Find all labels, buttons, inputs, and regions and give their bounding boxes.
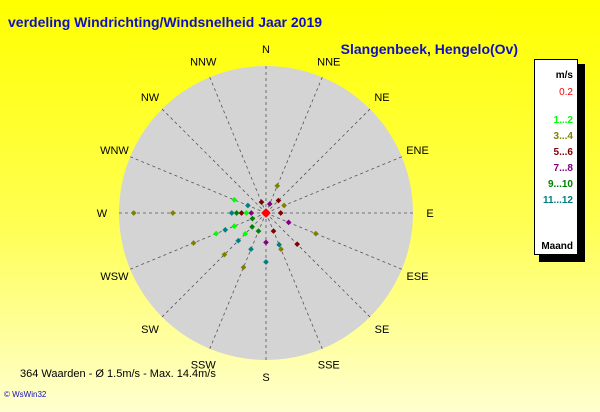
data-point-s6-2 [248,246,254,253]
data-point-s6-4 [235,237,242,244]
data-point-s2-3 [221,251,228,258]
data-point-s1-0 [231,223,238,229]
data-point-s5-3 [255,228,262,234]
legend-item-4: 7...8 [553,163,573,174]
data-point-s4-1 [285,219,292,226]
chart-title: verdeling Windrichting/Windsnelheid Jaar… [8,14,323,30]
data-point-s3-1 [277,210,284,216]
direction-label-wsw: WSW [100,271,129,283]
legend-footer: Maand [541,241,573,252]
software-credit: © WsWin32 [4,390,47,399]
data-point-s2-1 [170,210,176,216]
direction-label-se: SE [375,324,390,336]
direction-label-sw: SW [141,324,159,336]
data-point-s3-0 [294,241,301,248]
data-point-s3-4 [238,210,245,216]
data-point-s1-1 [213,230,220,237]
data-point-s1-2 [231,197,238,203]
data-point-s2-8 [281,202,287,209]
data-point-s2-5 [274,183,281,189]
data-point-s2-0 [130,210,137,216]
direction-label-nne: NNE [317,56,340,68]
data-point-s5-0 [249,224,255,230]
data-point-s0-3 [265,210,271,216]
summary-footer: 364 Waarden - Ø 1.5m/s - Max. 14.4m/s [20,368,216,380]
spoke-nw [161,108,267,214]
direction-label-s: S [262,372,269,384]
data-point-s2-6 [312,230,319,237]
spoke-nnw [209,77,267,214]
spoke-ene [265,156,402,214]
legend-item-0: 0.2 [559,87,573,98]
direction-label-w: W [97,208,108,220]
data-point-s1-3 [242,230,249,237]
data-point-s5-2 [233,210,240,216]
data-point-s2-2 [190,240,197,246]
data-point-s3-3 [275,197,282,204]
spoke-wsw [130,212,267,270]
direction-label-ese: ESE [407,271,429,283]
direction-label-ne: NE [374,92,389,104]
data-points [130,183,319,271]
direction-label-nnw: NNW [190,56,217,68]
direction-label-n: N [262,44,270,56]
legend-unit: m/s [555,70,573,81]
data-point-s5-1 [249,215,256,222]
legend-item-1: 1...2 [553,115,573,126]
direction-label-sse: SSE [318,360,340,372]
data-point-s6-0 [228,210,235,216]
legend-item-2: 3...4 [553,131,573,142]
speed-legend: m/s 0.2 1...2 3...4 5...6 7...8 9...10 1… [534,59,578,255]
spoke-se [265,212,371,318]
spoke-sw [161,212,267,318]
data-point-s2-4 [240,264,247,271]
direction-labels: N NNE NE ENE E ESE SE SSE S SSW SW WSW W WNW NW NNW [97,44,434,384]
data-point-s4-0 [263,239,269,246]
station-name: Slangenbeek, Hengelo(Ov) [340,41,518,57]
data-point-s1-4 [243,210,250,216]
direction-label-wnw: WNW [100,145,129,157]
spoke-wnw [130,156,267,214]
spoke-ne [265,108,371,214]
spoke-sse [265,212,323,349]
data-point-s6-6 [245,202,251,209]
data-point-s2-7 [278,246,284,253]
data-point-s6-1 [222,227,229,233]
data-point-s4-2 [248,210,255,216]
spoke-nne [265,77,323,214]
direction-label-e: E [426,208,433,220]
data-point-s3-5 [270,228,277,234]
legend-item-6: 11...12 [542,195,573,206]
legend-item-3: 5...6 [553,147,573,158]
direction-label-ssw: SSW [191,360,217,372]
data-point-s6-3 [263,259,269,265]
direction-label-nw: NW [141,92,160,104]
data-point-s4-3 [266,201,273,207]
direction-label-ene: ENE [406,145,429,157]
legend-item-5: 9...10 [547,179,573,190]
data-point-s3-2 [258,199,265,205]
data-point-s6-5 [276,241,282,248]
spoke-ssw [209,212,267,349]
